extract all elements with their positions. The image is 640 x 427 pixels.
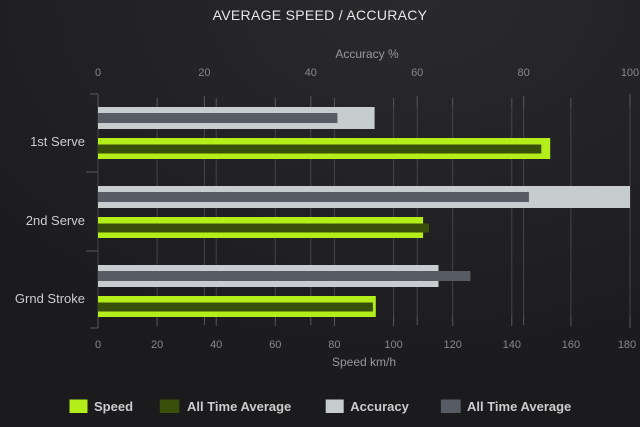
svg-text:60: 60 <box>269 339 281 351</box>
svg-text:1st Serve: 1st Serve <box>30 134 85 149</box>
svg-text:Grnd Stroke: Grnd Stroke <box>15 291 85 306</box>
svg-text:160: 160 <box>562 339 580 351</box>
svg-text:20: 20 <box>198 67 210 79</box>
svg-text:All Time Average: All Time Average <box>467 399 571 414</box>
svg-text:60: 60 <box>411 67 423 79</box>
svg-text:180: 180 <box>618 339 636 351</box>
svg-text:Speed km/h: Speed km/h <box>332 355 396 369</box>
svg-text:100: 100 <box>384 339 402 351</box>
svg-text:20: 20 <box>151 339 163 351</box>
svg-text:120: 120 <box>444 339 462 351</box>
svg-text:Accuracy: Accuracy <box>350 399 409 414</box>
svg-text:140: 140 <box>503 339 521 351</box>
svg-text:2nd Serve: 2nd Serve <box>26 213 85 228</box>
svg-text:Accuracy %: Accuracy % <box>335 47 399 61</box>
svg-text:All Time Average: All Time Average <box>187 399 291 414</box>
svg-text:80: 80 <box>517 67 529 79</box>
svg-text:0: 0 <box>95 339 101 351</box>
svg-text:40: 40 <box>210 339 222 351</box>
svg-text:40: 40 <box>305 67 317 79</box>
svg-text:AVERAGE SPEED / ACCURACY: AVERAGE SPEED / ACCURACY <box>213 7 428 23</box>
svg-text:80: 80 <box>328 339 340 351</box>
svg-text:Speed: Speed <box>94 399 133 414</box>
svg-text:100: 100 <box>621 67 639 79</box>
svg-text:0: 0 <box>95 67 101 79</box>
